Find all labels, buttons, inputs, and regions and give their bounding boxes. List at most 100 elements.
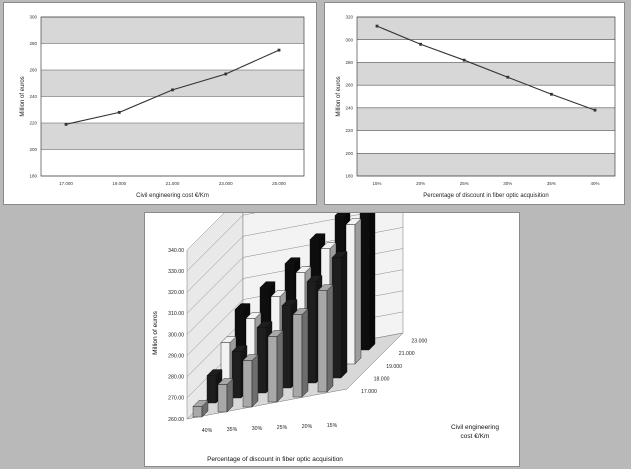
y-tick-label: 240 — [29, 94, 37, 99]
x-tick-label: 40% — [202, 428, 213, 434]
bar-front — [242, 360, 253, 408]
y-tick-label: 220 — [29, 121, 37, 126]
x-tick-label: 15% — [372, 181, 381, 186]
data-point — [506, 75, 510, 79]
bar-front — [306, 281, 317, 384]
bar-side — [368, 213, 376, 351]
y-tick-label: 310.00 — [168, 311, 184, 317]
plot-frame — [40, 16, 305, 177]
bar-side — [251, 354, 259, 408]
plot-band — [41, 70, 304, 97]
bar-front — [267, 336, 278, 403]
bar-top — [281, 299, 298, 306]
bar-top — [295, 266, 312, 273]
bar-top — [292, 308, 309, 315]
plot-band — [357, 62, 615, 86]
bar-top — [234, 303, 251, 310]
data-point — [375, 24, 379, 28]
x-tick-label: 30% — [252, 426, 263, 432]
x-axis-label: Percentage of discount in fiber optic ac… — [207, 456, 343, 463]
chart-panel-3d-bars: 340.00 330.00 320.00 310.00 300.00 290.00 280.… — [144, 212, 520, 467]
y-tick-label: 300 — [29, 15, 37, 20]
bar-top — [334, 213, 347, 216]
bar-front — [192, 406, 203, 418]
x-tick-label: 19.000 — [112, 181, 126, 186]
y-axis-label: Million of euros — [336, 76, 342, 116]
bar-top — [267, 330, 284, 337]
bar-front — [281, 305, 292, 389]
plot-band — [357, 107, 615, 131]
y-tick-label: 280 — [345, 60, 353, 65]
y-tick-label: 300 — [345, 37, 353, 42]
bar-side — [301, 308, 309, 398]
x-tick-label: 25.000 — [272, 181, 286, 186]
gridline — [186, 213, 225, 251]
x-tick-label: 35% — [547, 181, 556, 186]
bar-top — [284, 257, 301, 264]
bar-top — [242, 354, 259, 361]
x-tick-label: 20% — [416, 181, 425, 186]
plot-band — [41, 17, 304, 44]
bar-front — [331, 257, 342, 379]
data-point — [117, 111, 121, 114]
bar-top — [306, 275, 323, 282]
data-point — [462, 58, 466, 62]
plot-band — [357, 153, 615, 176]
data-point — [64, 122, 68, 126]
bar-front — [206, 375, 217, 404]
x-tick-label: 23.000 — [219, 181, 233, 186]
bar-front — [359, 213, 370, 351]
plot-frame — [356, 16, 616, 177]
bar-front — [317, 290, 328, 393]
y-tick-label: 200 — [29, 147, 37, 152]
x-tick-label: 40% — [590, 181, 599, 186]
bar-side — [354, 218, 362, 365]
depth-tick-label: 18.000 — [374, 376, 390, 382]
depth-axis-label: Civil engineering — [451, 424, 499, 431]
x-tick-label: 30% — [503, 181, 512, 186]
depth-tick-label: 17.000 — [361, 389, 377, 395]
y-tick-label: 340.00 — [168, 248, 184, 254]
bar-front — [256, 327, 267, 394]
y-tick-label: 200 — [345, 151, 353, 156]
y-tick-label: 290.00 — [168, 353, 184, 359]
y-tick-label: 180 — [29, 174, 37, 179]
x-axis-label: Percentage of discount in fiber optic ac… — [423, 193, 548, 199]
y-tick-label: 320 — [345, 15, 353, 20]
chart-3d-bars: 340.00 330.00 320.00 310.00 300.00 290.00 280.… — [152, 213, 499, 463]
depth-tick-label: 21.000 — [399, 351, 415, 357]
data-point — [171, 88, 174, 92]
data-point — [550, 92, 553, 96]
bar-top — [217, 378, 234, 385]
bar-top — [331, 251, 348, 258]
data-point — [419, 42, 422, 46]
bar-front — [217, 384, 228, 413]
y-tick-label: 260 — [345, 83, 353, 88]
bar-top — [317, 284, 334, 291]
x-tick-label: 21.000 — [166, 181, 180, 186]
chart-panel-discount: 320 300 280 260 240 220 200 180 15% 20% 25% 30% 35% 4… — [324, 2, 625, 205]
bar-top — [245, 312, 262, 319]
data-point — [277, 48, 281, 52]
bar-top — [259, 281, 276, 288]
bar-top — [345, 218, 362, 225]
x-axis-label: Civil engineering cost €/Km — [136, 193, 209, 199]
x-tick-label: 35% — [227, 427, 238, 433]
bar-front — [231, 351, 242, 399]
chart-discount: 320 300 280 260 240 220 200 180 15% 20% 25% 30% 35% 4… — [336, 15, 616, 199]
bar-front — [345, 224, 356, 365]
bar-side — [340, 251, 348, 379]
bar-top — [320, 242, 337, 249]
bar-top — [270, 290, 287, 297]
bar-top — [231, 345, 248, 352]
y-tick-label: 330.00 — [168, 269, 184, 275]
y-axis-label: Million of euros — [20, 76, 26, 116]
y-tick-label: 280.00 — [168, 375, 184, 381]
depth-axis-label: cost €/Km — [461, 433, 490, 440]
bar-side — [326, 284, 334, 393]
chart-panel-civil-cost: 300 280 260 240 220 200 180 17.000 19.000 21.000 2… — [3, 2, 317, 205]
y-tick-label: 300.00 — [168, 332, 184, 338]
x-tick-label: 25% — [277, 425, 288, 431]
bar-top — [220, 336, 237, 343]
y-tick-label: 180 — [345, 174, 353, 179]
